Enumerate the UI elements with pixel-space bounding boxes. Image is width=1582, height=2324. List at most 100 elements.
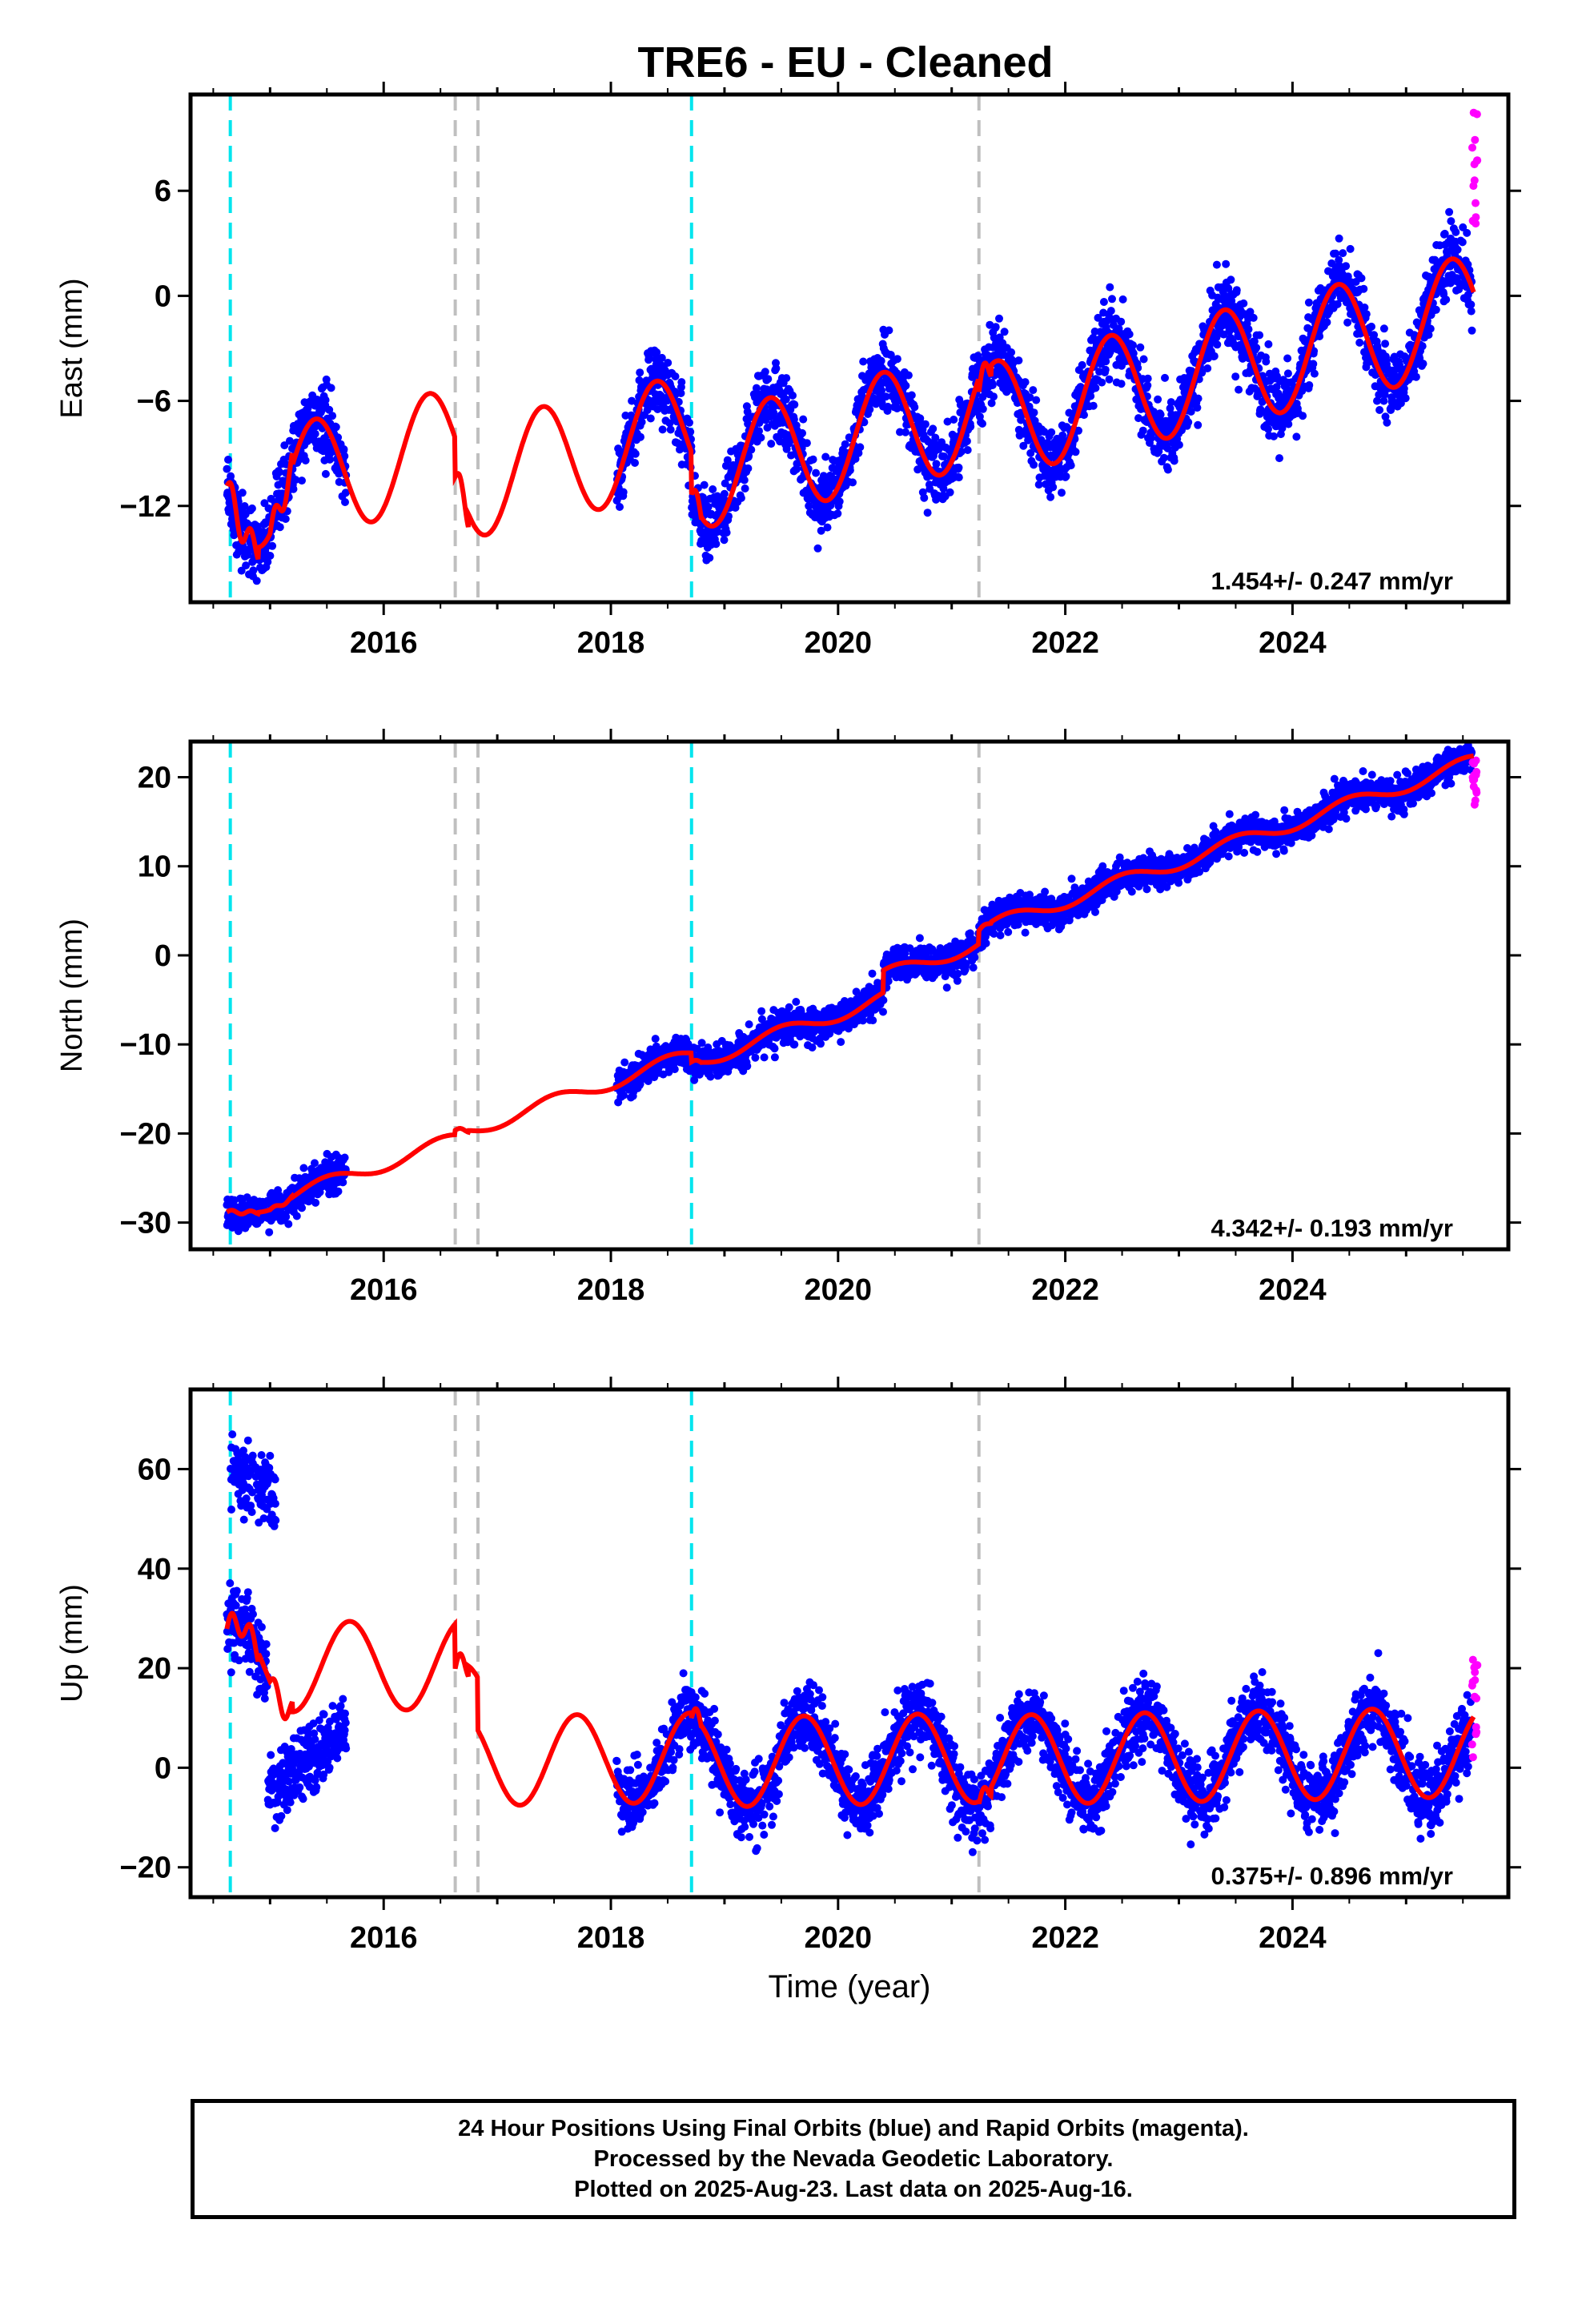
data-point (1362, 310, 1371, 319)
data-point (282, 1212, 291, 1221)
data-point (920, 493, 929, 502)
data-point (946, 488, 954, 497)
data-point (966, 422, 975, 431)
data-point (1037, 436, 1046, 444)
data-point (856, 443, 865, 452)
data-point (1343, 318, 1352, 327)
data-point (761, 368, 769, 376)
data-point (1136, 343, 1145, 352)
data-point (901, 381, 910, 390)
data-point (1252, 344, 1261, 352)
data-point (740, 476, 749, 485)
data-point (869, 1016, 877, 1025)
data-point (1184, 418, 1193, 427)
data-point (281, 515, 290, 523)
data-point (1062, 472, 1070, 480)
data-point (792, 998, 801, 1006)
data-point (1212, 260, 1221, 269)
data-point (1058, 489, 1066, 497)
data-point (821, 452, 830, 461)
data-point (249, 566, 258, 575)
data-point (1058, 431, 1067, 440)
data-point (685, 418, 693, 427)
data-point (1041, 887, 1050, 896)
data-point (865, 405, 874, 414)
data-point (285, 436, 294, 445)
data-point (224, 456, 232, 464)
data-point (311, 429, 319, 438)
data-point (722, 529, 731, 537)
data-point (1292, 432, 1301, 441)
data-point (1076, 383, 1085, 392)
data-point (799, 415, 808, 424)
rapid-point (1469, 182, 1478, 191)
data-point (1143, 381, 1152, 390)
x-tick-label: 2016 (350, 626, 418, 660)
data-point (341, 489, 350, 497)
data-point (720, 536, 729, 545)
data-point (265, 1228, 274, 1236)
data-point (982, 939, 990, 947)
data-point (1445, 207, 1454, 216)
data-point (1463, 228, 1472, 237)
data-point (737, 493, 745, 502)
data-point (1458, 238, 1467, 247)
data-point (808, 1043, 817, 1051)
data-point (292, 1212, 301, 1220)
data-point (1170, 456, 1178, 465)
data-point (752, 384, 761, 392)
data-point (636, 368, 644, 377)
data-point (782, 374, 791, 383)
data-point (1442, 296, 1451, 304)
data-point (321, 396, 330, 404)
data-point (263, 557, 272, 566)
data-point (1262, 357, 1271, 366)
data-point (929, 424, 938, 433)
rapid-point (1471, 135, 1480, 144)
data-point (704, 502, 713, 511)
data-point (331, 423, 340, 432)
data-point (1026, 393, 1034, 402)
data-point (901, 428, 909, 436)
data-point (658, 425, 667, 434)
data-point (1139, 355, 1148, 364)
data-point (879, 996, 888, 1004)
data-point (268, 541, 277, 550)
data-point (962, 436, 971, 445)
data-point (883, 402, 892, 411)
data-point (1102, 357, 1110, 366)
data-point (849, 478, 857, 487)
data-point (751, 1053, 760, 1062)
data-point (652, 348, 661, 356)
data-point (1030, 408, 1038, 417)
data-point (1468, 326, 1476, 335)
data-point (677, 389, 685, 397)
data-point (1275, 454, 1283, 463)
data-point (953, 976, 962, 985)
data-point (1431, 305, 1440, 314)
data-point (1143, 374, 1152, 383)
data-point (1357, 274, 1366, 283)
data-point (709, 485, 717, 493)
x-tick-label: 2024 (1259, 626, 1327, 660)
data-point (1163, 465, 1172, 474)
data-point (621, 411, 630, 420)
data-point (1125, 330, 1134, 339)
data-point (619, 488, 628, 497)
data-point (990, 392, 998, 401)
data-point (1401, 394, 1410, 403)
data-point (988, 381, 997, 389)
data-point (631, 449, 640, 458)
data-point (833, 509, 842, 518)
data-point (1138, 426, 1147, 435)
data-point (745, 452, 753, 460)
data-point (767, 440, 776, 448)
data-point (1249, 313, 1258, 322)
data-point (334, 1187, 343, 1196)
data-point (1019, 441, 1028, 450)
data-point (1283, 354, 1292, 363)
data-point (1210, 352, 1219, 360)
data-point (1004, 927, 1013, 936)
data-point (298, 476, 306, 485)
data-point (896, 428, 904, 436)
